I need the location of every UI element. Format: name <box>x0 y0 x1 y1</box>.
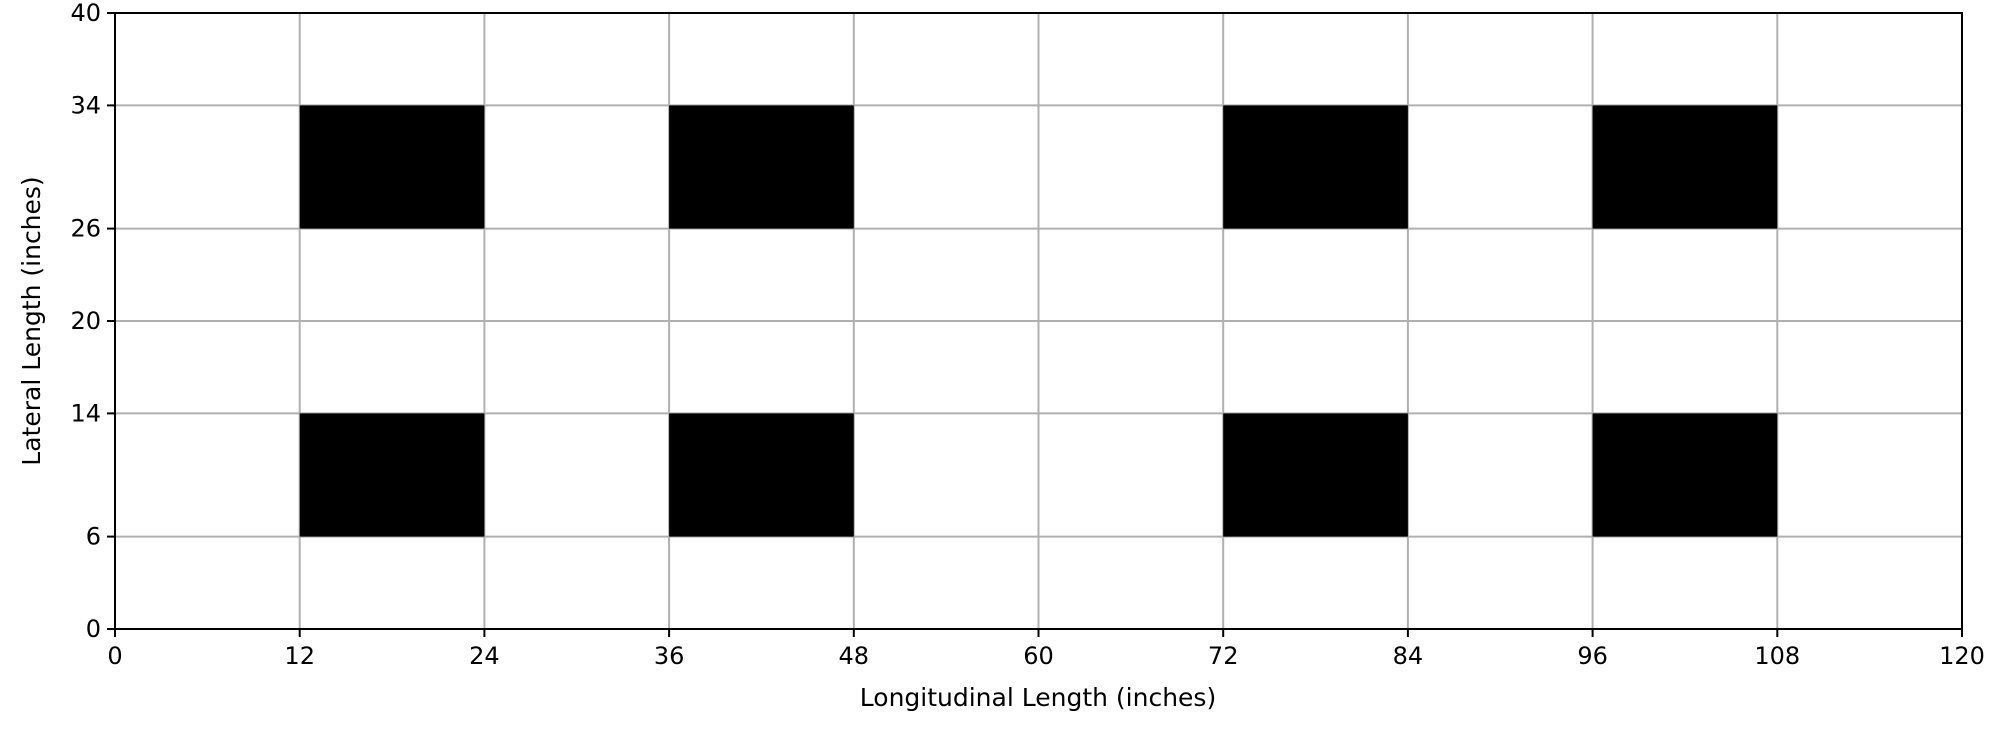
filled-cells <box>299 105 1778 537</box>
y-tick-label: 6 <box>86 523 101 551</box>
x-tick-label: 12 <box>284 642 315 670</box>
filled-cell-7 <box>1223 413 1408 537</box>
filled-cell-4 <box>1592 105 1778 229</box>
filled-cell-2 <box>669 105 854 229</box>
filled-cell-5 <box>299 413 485 537</box>
y-tick-label: 40 <box>70 0 101 27</box>
filled-cell-6 <box>669 413 854 537</box>
y-tick-label: 20 <box>70 307 101 335</box>
y-axis-label: Lateral Length (inches) <box>17 176 46 465</box>
y-tick-label: 14 <box>70 399 101 427</box>
x-axis-label: Longitudinal Length (inches) <box>860 683 1216 712</box>
filled-cell-8 <box>1592 413 1778 537</box>
y-tick-label: 0 <box>86 615 101 643</box>
filled-cell-1 <box>299 105 485 229</box>
y-axis-ticks: 0 6 14 20 26 34 40 <box>70 0 115 643</box>
x-tick-label: 108 <box>1754 642 1800 670</box>
filled-cell-3 <box>1223 105 1408 229</box>
x-tick-label: 72 <box>1208 642 1239 670</box>
x-tick-label: 84 <box>1393 642 1424 670</box>
x-tick-label: 48 <box>839 642 870 670</box>
x-tick-label: 60 <box>1023 642 1054 670</box>
x-tick-label: 96 <box>1577 642 1608 670</box>
y-tick-label: 26 <box>70 215 101 243</box>
x-tick-label: 0 <box>107 642 122 670</box>
x-tick-label: 24 <box>469 642 500 670</box>
x-tick-label: 36 <box>654 642 685 670</box>
x-axis-ticks: 0 12 24 36 48 60 72 84 96 108 120 <box>107 629 1985 670</box>
x-tick-label: 120 <box>1939 642 1985 670</box>
y-tick-label: 34 <box>70 91 101 119</box>
